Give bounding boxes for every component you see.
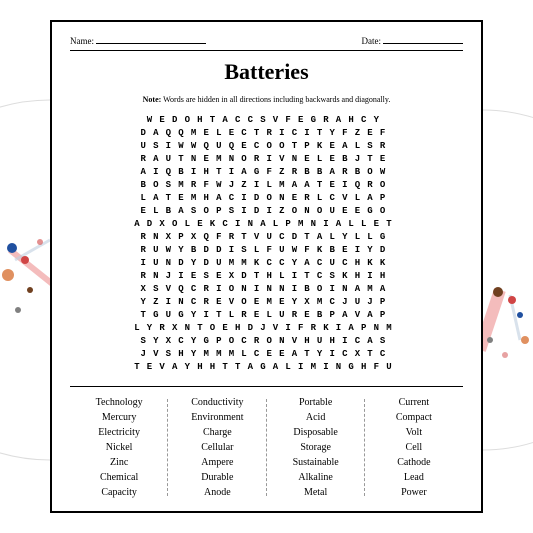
word-item: Lead xyxy=(365,470,463,485)
name-field: Name: xyxy=(70,34,206,46)
word-column: ConductivityEnvironmentChargeCellularAmp… xyxy=(168,395,266,500)
word-item: Portable xyxy=(267,395,365,410)
word-item: Capacity xyxy=(70,485,168,500)
word-item: Ampere xyxy=(168,455,266,470)
name-blank[interactable] xyxy=(96,34,206,44)
worksheet-page: Name: Date: Batteries Note: Words are hi… xyxy=(50,20,483,513)
word-item: Anode xyxy=(168,485,266,500)
word-item: Cell xyxy=(365,440,463,455)
word-item: Chemical xyxy=(70,470,168,485)
note-text: Words are hidden in all directions inclu… xyxy=(161,95,390,104)
word-item: Compact xyxy=(365,410,463,425)
word-item: Conductivity xyxy=(168,395,266,410)
word-item: Technology xyxy=(70,395,168,410)
word-item: Cathode xyxy=(365,455,463,470)
letter-grid: WEDOHTACCSVFEGRAHCY DAQQMELECTRICITYFZEF… xyxy=(70,114,463,374)
word-item: Sustainable xyxy=(267,455,365,470)
word-column: PortableAcidDisposableStorageSustainable… xyxy=(267,395,365,500)
word-item: Acid xyxy=(267,410,365,425)
word-item: Charge xyxy=(168,425,266,440)
note-prefix: Note: xyxy=(143,95,162,104)
word-item: Durable xyxy=(168,470,266,485)
word-item: Disposable xyxy=(267,425,365,440)
name-label: Name: xyxy=(70,36,94,46)
word-item: Cellular xyxy=(168,440,266,455)
header-row: Name: Date: xyxy=(70,34,463,46)
page-title: Batteries xyxy=(70,59,463,85)
word-item: Metal xyxy=(267,485,365,500)
word-bank: TechnologyMercuryElectricityNickelZincCh… xyxy=(70,386,463,500)
word-item: Power xyxy=(365,485,463,500)
date-blank[interactable] xyxy=(383,34,463,44)
word-column: CurrentCompactVoltCellCathodeLeadPower xyxy=(365,395,463,500)
header-divider xyxy=(70,50,463,51)
word-item: Electricity xyxy=(70,425,168,440)
word-item: Alkaline xyxy=(267,470,365,485)
word-item: Current xyxy=(365,395,463,410)
word-item: Storage xyxy=(267,440,365,455)
word-item: Environment xyxy=(168,410,266,425)
word-item: Volt xyxy=(365,425,463,440)
instruction-note: Note: Words are hidden in all directions… xyxy=(70,95,463,104)
date-field: Date: xyxy=(362,34,464,46)
word-item: Zinc xyxy=(70,455,168,470)
date-label: Date: xyxy=(362,36,382,46)
word-item: Mercury xyxy=(70,410,168,425)
word-column: TechnologyMercuryElectricityNickelZincCh… xyxy=(70,395,168,500)
word-item: Nickel xyxy=(70,440,168,455)
